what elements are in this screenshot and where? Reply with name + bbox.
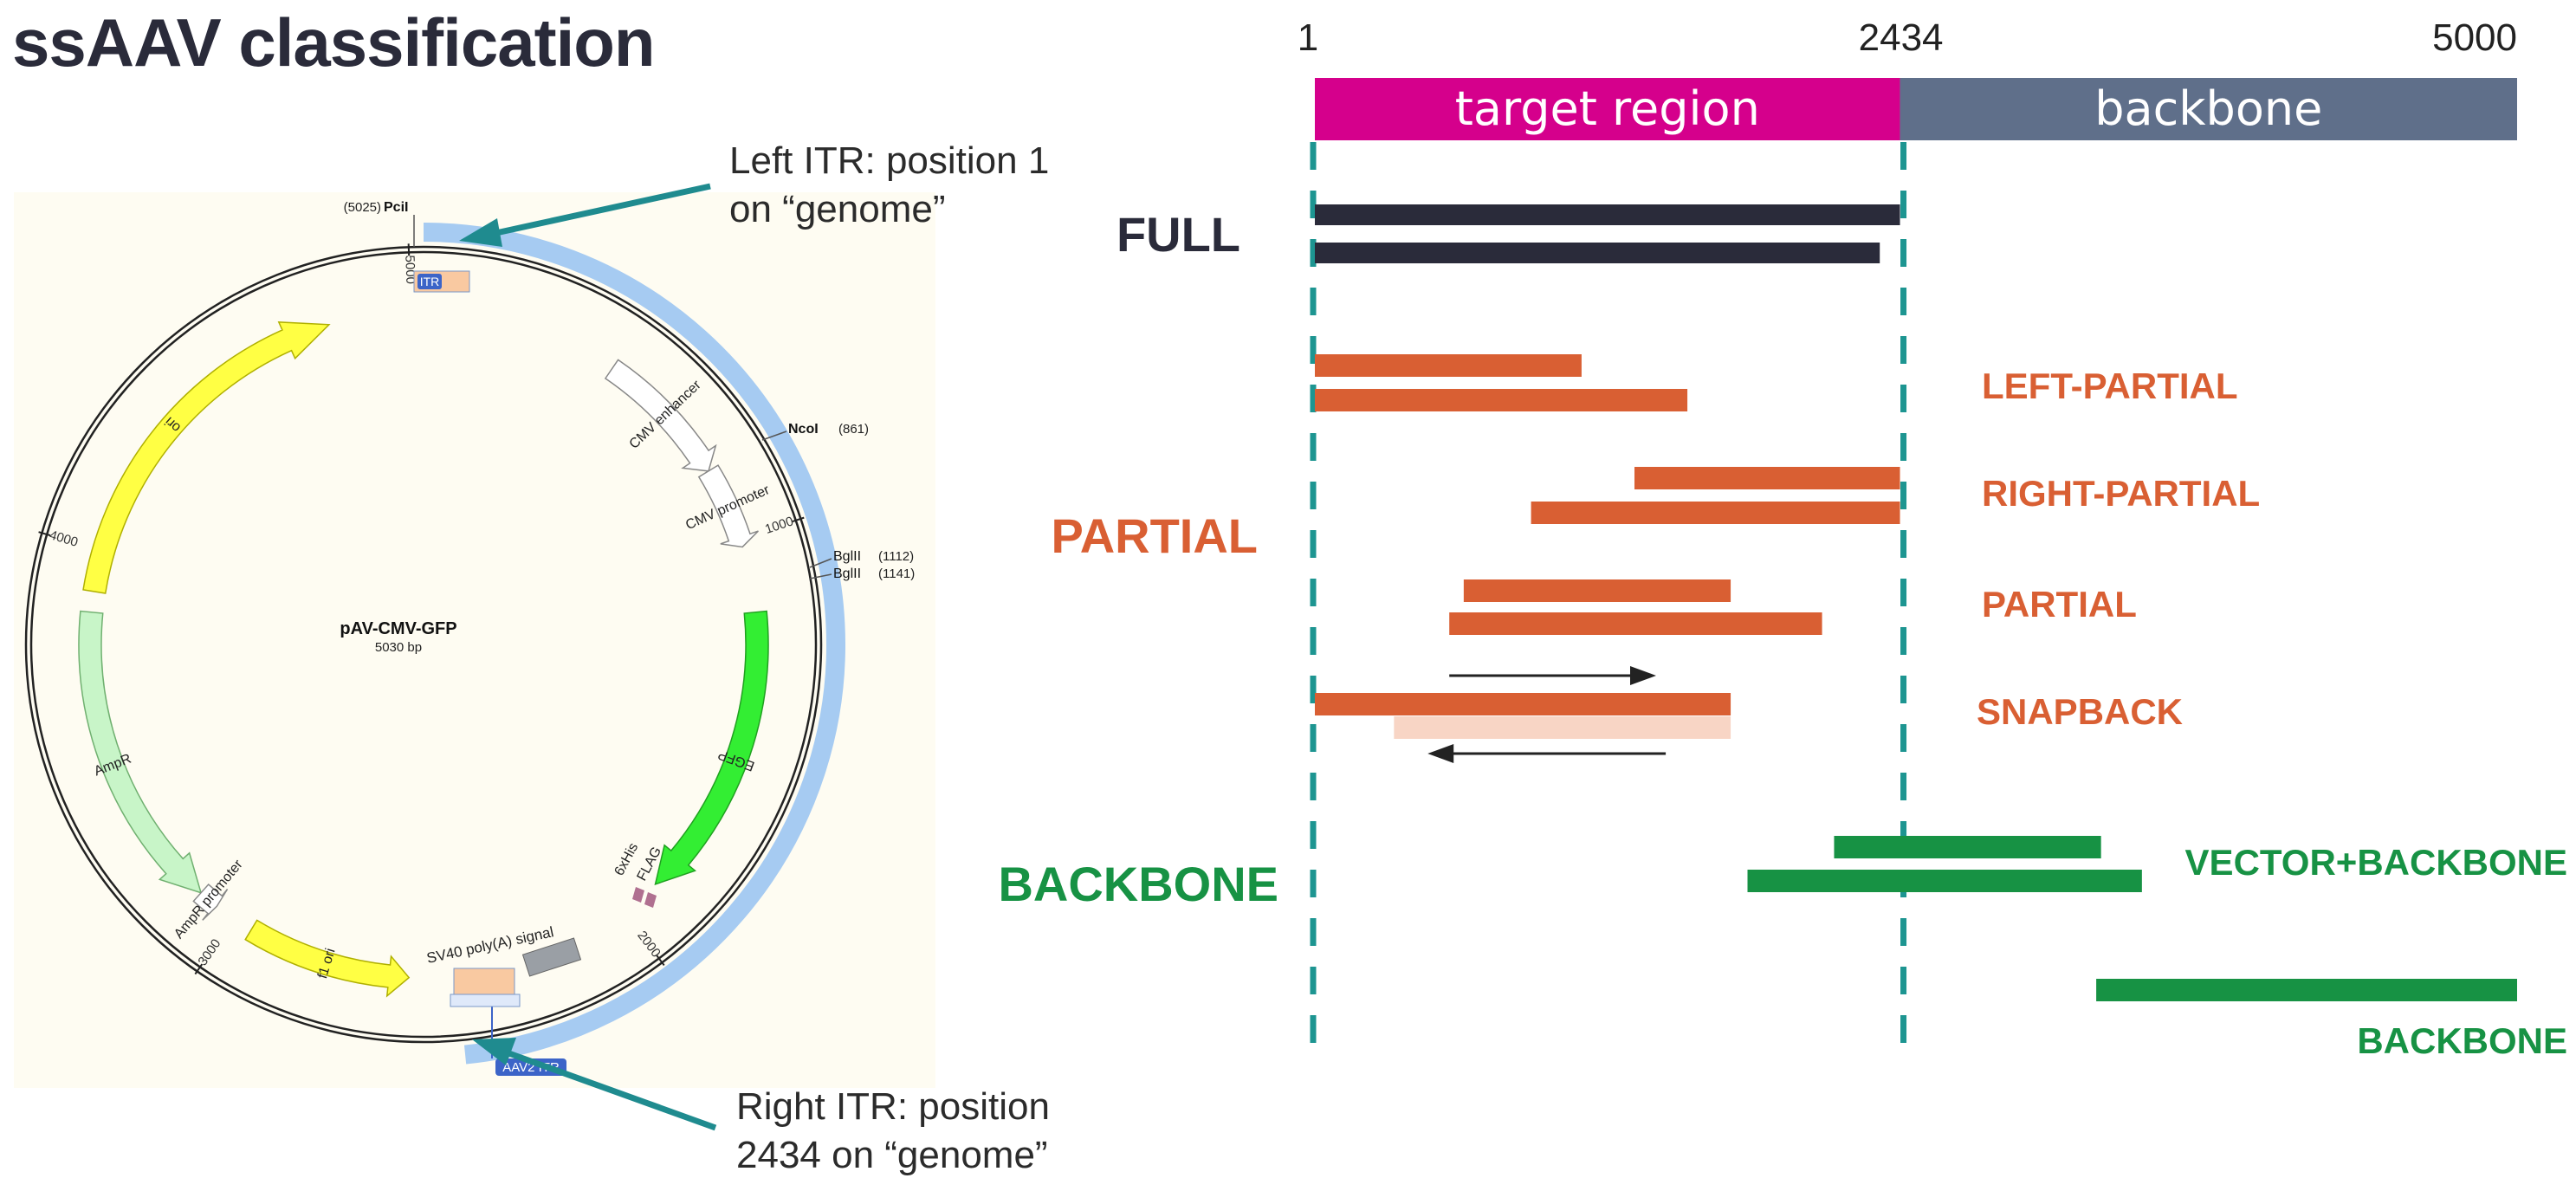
site-name-bglii-2: BglII <box>833 549 861 564</box>
site-name-ncoi-1: NcoI <box>788 422 819 437</box>
sublabel-vector-backbone-4: VECTOR+BACKBONE <box>2185 842 2567 883</box>
flag-tag-marker <box>644 892 657 908</box>
right-itr-badge <box>495 1058 566 1076</box>
right-itr-callout-line2: 2434 on “genome” <box>736 1134 1048 1176</box>
site-name-bglii-3: BglII <box>833 566 861 581</box>
left-itr-arrow-shaft <box>491 183 711 237</box>
right-itr-arrow-head <box>472 1038 516 1065</box>
sublabel-partial-2: PARTIAL <box>1982 584 2137 625</box>
right-itr-box <box>450 994 521 1007</box>
site-position-2: (1112) <box>878 549 914 564</box>
read-bar-partial-7 <box>1449 612 1822 635</box>
sv40-gray-box <box>521 937 582 977</box>
read-bar-right-partial-5 <box>1531 502 1900 524</box>
axis-tick-label-5000: 5000 <box>2432 16 2517 59</box>
read-bar-left-partial-2 <box>1315 354 1582 377</box>
header-bar-label-target-region: target region <box>1455 81 1760 136</box>
plasmid-name: pAV-CMV-GFP <box>340 619 456 638</box>
site-position-3: (1141) <box>878 566 915 581</box>
snapback-arrow-head-1 <box>1427 744 1454 763</box>
left-itr-arrow-head <box>459 218 502 247</box>
tick-mark-4000 <box>38 531 51 537</box>
site-leader-bglii-3 <box>809 573 832 579</box>
feature-ori <box>82 321 331 594</box>
header-bar-backbone <box>1900 78 2517 140</box>
left-itr-label: ITR <box>420 275 440 288</box>
right-itr-callout-line1: Right ITR: position <box>736 1085 1050 1128</box>
read-bar-right-partial-4 <box>1634 467 1900 489</box>
read-bar-full-1 <box>1315 243 1880 263</box>
left-itr-badge <box>417 274 442 289</box>
left-itr-callout-line2: on “genome” <box>729 188 946 230</box>
site-position-1: (861) <box>838 422 869 437</box>
tick-mark-5000 <box>407 243 411 256</box>
sublabel-left-partial-0: LEFT-PARTIAL <box>1982 366 2238 406</box>
site-position-0: (5025) <box>344 200 381 215</box>
genome-region-band <box>423 223 846 1065</box>
sublabel-backbone-5: BACKBONE <box>2357 1020 2567 1061</box>
tick-mark-1000 <box>792 516 805 523</box>
feature-cmv-enhancer <box>604 359 717 472</box>
group-label-full: FULL <box>1116 207 1240 262</box>
feature-f1-ori <box>244 919 411 998</box>
tick-mark-3000 <box>194 963 204 975</box>
group-label-partial: PARTIAL <box>1052 508 1259 563</box>
tick-mark-2000 <box>656 955 665 967</box>
left-itr-callout-line1: Left ITR: position 1 <box>729 139 1050 182</box>
site-leader-bglii-2 <box>809 558 832 568</box>
site-name-pcii: PciI <box>384 200 408 215</box>
plasmid-outer-ring <box>24 245 823 1044</box>
plasmid-size: 5030 bp <box>375 640 422 655</box>
read-bar-partial-6 <box>1463 579 1731 602</box>
site-leader-ncoi-1 <box>761 430 787 441</box>
plasmid-inner-ring <box>29 250 818 1039</box>
feature-cmv-promoter <box>697 464 759 548</box>
feature-ampr-promoter <box>192 883 229 921</box>
read-bar-vector-backbone-11 <box>1747 870 2142 892</box>
read-bar-snapback-8 <box>1315 693 1731 715</box>
snapback-arrow-head-0 <box>1629 666 1656 685</box>
read-bar-full-0 <box>1315 204 1900 225</box>
read-bar-vector-backbone-10 <box>1834 836 2101 858</box>
feature-ampr <box>78 610 203 894</box>
axis-tick-label-2434: 2434 <box>1859 16 1944 59</box>
sublabel-snapback-3: SNAPBACK <box>1977 691 2183 732</box>
header-bar-target-region <box>1315 78 1900 140</box>
sv40-polya-box <box>453 968 515 995</box>
feature-egfp <box>654 610 769 886</box>
read-bar-snapback-reverse-9 <box>1394 716 1731 739</box>
six-his-tag-marker <box>632 887 644 903</box>
right-itr-arrow-shaft <box>502 1048 717 1131</box>
read-bar-left-partial-3 <box>1315 389 1688 411</box>
left-itr-callout: Left ITR: position 1 on “genome” <box>729 137 1049 234</box>
right-itr-callout: Right ITR: position 2434 on “genome” <box>736 1083 1050 1180</box>
read-bar-backbone-12 <box>2096 979 2517 1001</box>
page-title: ssAAV classification <box>12 4 656 81</box>
header-bar-label-backbone: backbone <box>2094 81 2322 136</box>
axis-tick-label-1: 1 <box>1298 16 1318 59</box>
group-label-backbone: BACKBONE <box>998 857 1278 911</box>
sublabel-right-partial-1: RIGHT-PARTIAL <box>1982 473 2260 514</box>
